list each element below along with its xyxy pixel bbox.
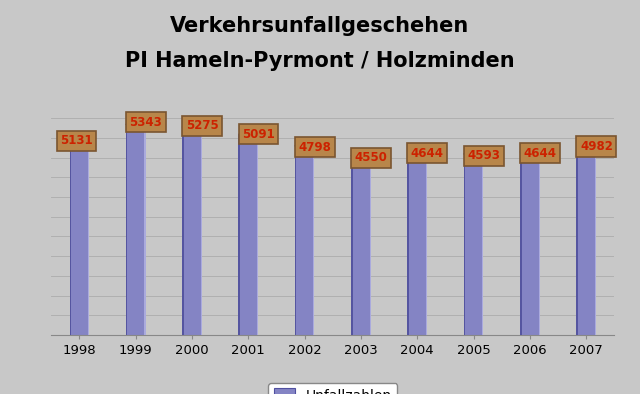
Text: PI Hameln-Pyrmont / Holzminden: PI Hameln-Pyrmont / Holzminden <box>125 51 515 71</box>
Text: 4550: 4550 <box>355 151 388 164</box>
Ellipse shape <box>408 151 427 153</box>
Bar <box>182 127 202 335</box>
Ellipse shape <box>464 153 483 155</box>
Ellipse shape <box>464 153 483 155</box>
Bar <box>126 125 127 335</box>
Text: 5091: 5091 <box>242 128 275 141</box>
Ellipse shape <box>520 151 540 153</box>
Text: 5131: 5131 <box>60 134 93 147</box>
Bar <box>577 139 578 335</box>
Ellipse shape <box>408 151 427 153</box>
Bar <box>239 134 240 335</box>
Ellipse shape <box>182 126 202 128</box>
Bar <box>464 154 483 335</box>
Text: 4798: 4798 <box>298 141 332 154</box>
Ellipse shape <box>126 123 145 125</box>
Bar <box>520 152 522 335</box>
Bar <box>70 133 89 335</box>
Ellipse shape <box>520 151 540 153</box>
Bar <box>88 133 89 335</box>
Bar <box>595 139 596 335</box>
Bar <box>539 152 540 335</box>
Bar <box>351 156 371 335</box>
Legend: Unfallzahlen: Unfallzahlen <box>268 383 397 394</box>
Ellipse shape <box>239 133 258 135</box>
Bar <box>408 152 427 335</box>
Text: 4593: 4593 <box>467 149 500 162</box>
Ellipse shape <box>351 155 371 157</box>
Ellipse shape <box>70 132 89 134</box>
Bar <box>257 134 258 335</box>
Bar <box>577 139 596 335</box>
Ellipse shape <box>239 133 258 135</box>
Bar <box>126 125 145 335</box>
Ellipse shape <box>351 155 371 157</box>
Bar <box>295 146 314 335</box>
Ellipse shape <box>295 145 314 147</box>
Bar <box>295 146 296 335</box>
Ellipse shape <box>182 126 202 128</box>
Text: 4644: 4644 <box>524 147 557 160</box>
Ellipse shape <box>70 132 89 134</box>
Bar <box>239 134 258 335</box>
Ellipse shape <box>182 126 202 128</box>
Bar <box>464 154 465 335</box>
Bar <box>520 152 540 335</box>
Text: 5343: 5343 <box>129 116 162 129</box>
Ellipse shape <box>295 145 314 147</box>
Ellipse shape <box>577 138 596 139</box>
Bar <box>351 156 353 335</box>
Text: 5275: 5275 <box>186 119 218 132</box>
Ellipse shape <box>408 151 427 153</box>
Bar <box>426 152 427 335</box>
Bar <box>182 127 184 335</box>
Text: Verkehrsunfallgeschehen: Verkehrsunfallgeschehen <box>170 16 470 36</box>
Ellipse shape <box>351 155 371 157</box>
Text: 4982: 4982 <box>580 140 613 153</box>
Ellipse shape <box>126 123 145 125</box>
Ellipse shape <box>520 151 540 153</box>
Ellipse shape <box>239 133 258 135</box>
Ellipse shape <box>577 138 596 139</box>
Ellipse shape <box>126 123 145 125</box>
Text: 4644: 4644 <box>411 147 444 160</box>
Bar <box>70 133 71 335</box>
Ellipse shape <box>464 153 483 155</box>
Bar <box>370 156 371 335</box>
Ellipse shape <box>70 132 89 134</box>
Ellipse shape <box>295 145 314 147</box>
Ellipse shape <box>577 138 596 139</box>
Bar <box>201 127 202 335</box>
Bar <box>408 152 409 335</box>
